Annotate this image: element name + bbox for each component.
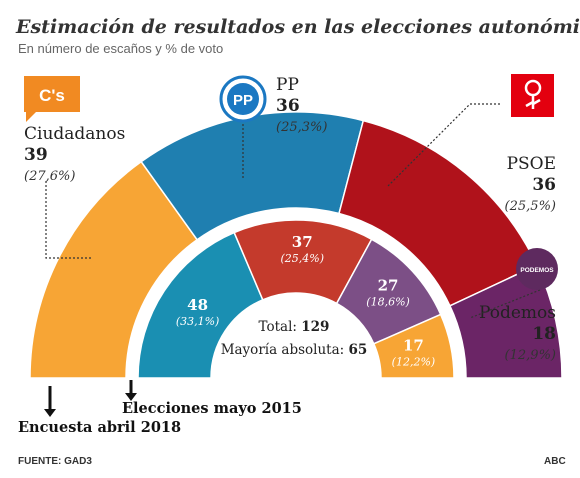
- outer-name-podemos: Podemos: [479, 303, 556, 323]
- outer-ring: [29, 111, 563, 379]
- inner-segment-ciudadanos: [372, 313, 455, 379]
- inner-pct-ciudadanos: (12,2%): [392, 355, 436, 368]
- outer-name-ciudadanos: Ciudadanos: [24, 124, 125, 144]
- outer-segment-podemos: [448, 264, 563, 379]
- inner-segment-pp: [137, 231, 264, 379]
- inner-ring: [137, 219, 455, 379]
- chart-title: Estimación de resultados en las eleccion…: [15, 16, 580, 38]
- inner-seats-psoe: 37: [292, 233, 313, 251]
- leader-line-podemos: [469, 289, 541, 319]
- source-note: FUENTE: GAD3: [18, 456, 92, 467]
- leader-line-psoe: [387, 103, 500, 187]
- inner-seats-pp: 48: [187, 296, 208, 314]
- inner-seats-podemos: 27: [378, 276, 399, 294]
- publisher-note: ABC: [544, 456, 566, 467]
- outer-pct-psoe: (25,5%): [505, 199, 556, 214]
- cs-logo-text: C's: [39, 86, 65, 105]
- inner-pct-podemos: (18,6%): [366, 295, 410, 308]
- outer-pct-ciudadanos: (27,6%): [24, 169, 75, 184]
- inner-pct-pp: (33,1%): [176, 315, 220, 328]
- outer-seats-psoe: 36: [532, 175, 556, 195]
- outer-seats-ciudadanos: 39: [24, 145, 48, 165]
- podemos-logo: [516, 248, 558, 290]
- majority-seats: Mayoría absoluta: 65: [221, 342, 368, 358]
- total-seats: Total: 129: [259, 319, 330, 335]
- outer-name-pp: PP: [276, 75, 299, 95]
- chart-subtitle: En número de escaños y % de voto: [18, 41, 223, 56]
- majority-seats-label: Mayoría absoluta:: [221, 342, 349, 358]
- podemos-logo-text: PODEMOS: [520, 267, 554, 274]
- outer-ring-label: Encuesta abril 2018: [18, 419, 181, 436]
- majority-seats-value: 65: [349, 342, 368, 358]
- inner-ring-label: Elecciones mayo 2015: [122, 400, 302, 417]
- outer-pct-pp: (25,3%): [276, 120, 327, 135]
- outer-seats-podemos: 18: [532, 324, 556, 344]
- pp-logo-text: PP: [233, 92, 253, 109]
- outer-seats-pp: 36: [276, 96, 300, 116]
- total-seats-label: Total:: [259, 319, 302, 335]
- inner-pct-psoe: (25,4%): [280, 252, 324, 265]
- outer-name-psoe: PSOE: [507, 154, 556, 174]
- leader-line-ciudadanos: [45, 181, 92, 259]
- arrow-down-outer-icon: [44, 409, 56, 417]
- labels: 48(33,1%) 37(25,4%) 27(18,6%) 17(12,2%) Tota…: [18, 74, 558, 436]
- arrow-down-inner-icon: [125, 393, 137, 401]
- inner-seats-ciudadanos: 17: [403, 336, 424, 354]
- pp-logo-core: [227, 83, 259, 115]
- cs-logo: [24, 76, 80, 122]
- total-seats-value: 129: [301, 319, 329, 335]
- outer-pct-podemos: (12,9%): [505, 348, 556, 363]
- rose-stem-icon: [525, 95, 541, 109]
